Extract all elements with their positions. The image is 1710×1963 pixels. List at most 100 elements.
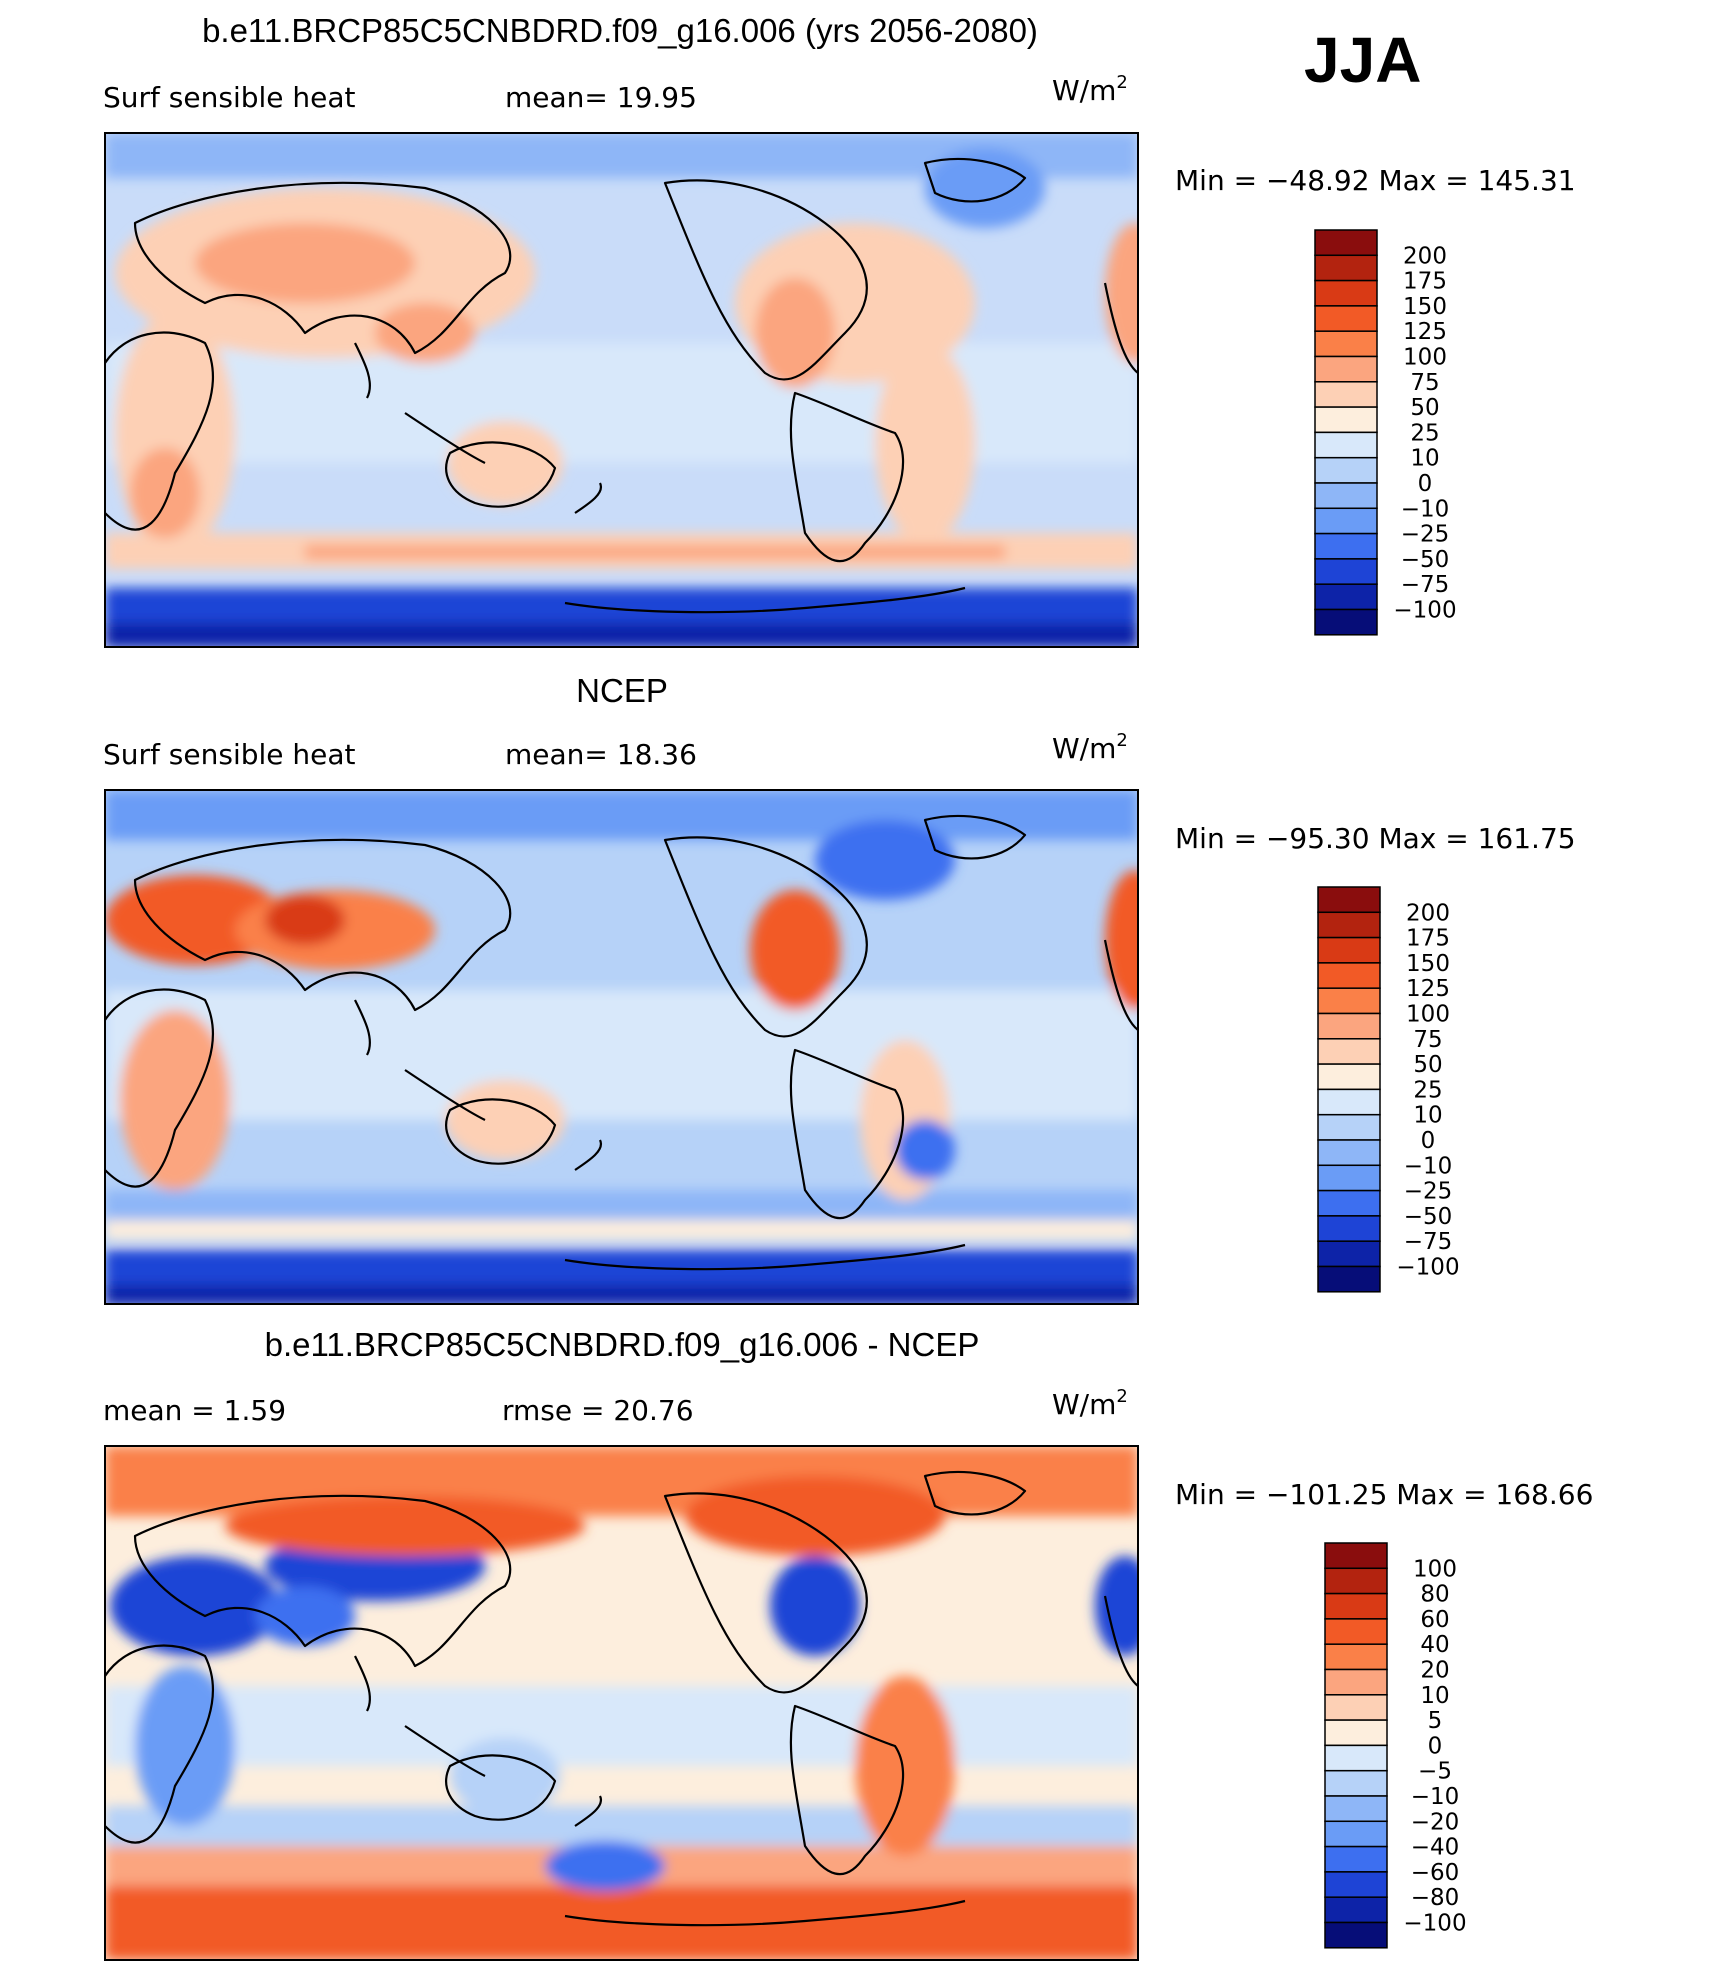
colorbar-swatch xyxy=(1314,532,1378,560)
map-plot xyxy=(104,132,1139,648)
colorbar-tick-label: 10 xyxy=(1413,1103,1442,1129)
colorbar-swatch xyxy=(1324,1769,1388,1797)
colorbar-tick-label: −60 xyxy=(1411,1860,1460,1886)
colorbar-tick-label: −100 xyxy=(1393,598,1456,624)
colorbar-tick-label: −100 xyxy=(1403,1911,1466,1937)
colorbar-tick-label: −80 xyxy=(1411,1885,1460,1911)
colorbar-swatch xyxy=(1324,1845,1388,1873)
colorbar-swatch xyxy=(1317,1240,1381,1268)
variable-label: Surf sensible heat xyxy=(103,81,356,114)
colorbar-swatch xyxy=(1317,1215,1381,1242)
panel-title: b.e11.BRCP85C5CNBDRD.f09_g16.006 (yrs 20… xyxy=(202,12,1038,49)
colorbar-tick-label: 60 xyxy=(1420,1607,1449,1633)
panel-title: NCEP xyxy=(576,672,668,709)
colorbar-swatch xyxy=(1314,279,1378,307)
colorbar-swatch xyxy=(1314,330,1378,358)
colorbar-swatch xyxy=(1324,1795,1388,1823)
units-label: W/m2 xyxy=(1052,730,1128,765)
season-label: JJA xyxy=(1304,24,1421,96)
colorbar-tick-label: 10 xyxy=(1410,446,1439,472)
colorbar-swatch xyxy=(1317,1189,1381,1217)
map-plot xyxy=(104,1445,1139,1961)
colorbar-tick-label: 5 xyxy=(1428,1708,1443,1734)
colorbar-swatch xyxy=(1324,1567,1388,1595)
colorbar-swatch xyxy=(1324,1871,1388,1898)
colorbar-tick-label: 0 xyxy=(1421,1128,1436,1154)
colorbar-swatch xyxy=(1324,1542,1388,1570)
colorbar-swatch xyxy=(1314,254,1378,282)
colorbar-tick-label: −40 xyxy=(1411,1835,1460,1861)
colorbar-swatch xyxy=(1317,1063,1381,1091)
colorbar-tick-label: 200 xyxy=(1406,900,1450,926)
variable-label: Surf sensible heat xyxy=(103,738,356,771)
colorbar-tick-label: −50 xyxy=(1404,1204,1453,1230)
colorbar-tick-label: 25 xyxy=(1410,420,1439,446)
colorbar-tick-label: 125 xyxy=(1406,976,1450,1002)
colorbar-swatch xyxy=(1314,482,1378,510)
map-plot xyxy=(104,789,1139,1305)
colorbar-swatch xyxy=(1317,936,1381,964)
colorbar-swatch xyxy=(1314,305,1378,332)
colorbar-swatch xyxy=(1324,1820,1388,1848)
colorbar-swatch xyxy=(1324,1618,1388,1645)
colorbar-swatch xyxy=(1324,1921,1388,1949)
colorbar-swatches xyxy=(1324,1542,1388,1949)
panel-difference: b.e11.BRCP85C5CNBDRD.f09_g16.006 - NCEP … xyxy=(103,1326,1593,1961)
colorbar-swatches xyxy=(1314,229,1378,636)
colorbar-tick-label: 10 xyxy=(1420,1683,1449,1709)
colorbar-tick-label: −20 xyxy=(1411,1809,1460,1835)
colorbar-tick-label: −50 xyxy=(1401,547,1450,573)
colorbar-swatch xyxy=(1317,1012,1381,1040)
colorbar-swatch xyxy=(1314,381,1378,408)
colorbar-tick-label: 75 xyxy=(1413,1027,1442,1053)
panel-model: b.e11.BRCP85C5CNBDRD.f09_g16.006 (yrs 20… xyxy=(103,12,1576,648)
colorbar-swatch xyxy=(1317,1265,1381,1293)
colorbar-tick-label: 175 xyxy=(1406,926,1450,952)
mean-label: mean= 19.95 xyxy=(505,81,697,114)
colorbar-tick-label: 200 xyxy=(1403,243,1447,269)
colorbar-swatch xyxy=(1314,355,1378,383)
colorbar-swatch xyxy=(1314,456,1378,484)
colorbar-tick-label: 150 xyxy=(1406,951,1450,977)
colorbar-tick-label: −5 xyxy=(1418,1759,1452,1785)
colorbar-tick-label: 50 xyxy=(1410,395,1439,421)
colorbar-swatch xyxy=(1317,1088,1381,1116)
colorbar-tick-label: 100 xyxy=(1403,345,1447,371)
colorbar-tick-label: −75 xyxy=(1401,572,1450,598)
rmse-label: rmse = 20.76 xyxy=(502,1394,694,1427)
colorbar-swatch xyxy=(1314,558,1378,585)
colorbar-swatch xyxy=(1324,1643,1388,1671)
minmax-label: Min = −95.30 Max = 161.75 xyxy=(1175,822,1576,855)
colorbar-swatch xyxy=(1324,1719,1388,1747)
colorbar-tick-label: 150 xyxy=(1403,294,1447,320)
colorbar-tick-label: 100 xyxy=(1413,1556,1457,1582)
colorbar-swatch xyxy=(1317,886,1381,914)
colorbar-swatch xyxy=(1314,608,1378,636)
colorbar-tick-label: −25 xyxy=(1404,1179,1453,1205)
colorbar-tick-label: −25 xyxy=(1401,522,1450,548)
colorbar-tick-label: 75 xyxy=(1410,370,1439,396)
colorbar-tick-label: 100 xyxy=(1406,1002,1450,1028)
colorbar-tick-label: 20 xyxy=(1420,1658,1449,1684)
units-label: W/m2 xyxy=(1052,1386,1128,1421)
colorbar-swatch xyxy=(1324,1744,1388,1772)
colorbar-tick-label: 0 xyxy=(1418,471,1433,497)
colorbar-tick-label: 25 xyxy=(1413,1077,1442,1103)
colorbar-swatch xyxy=(1317,1038,1381,1065)
colorbar-tick-label: 0 xyxy=(1428,1733,1443,1759)
mean-label: mean= 18.36 xyxy=(505,738,697,771)
colorbar-tick-label: −75 xyxy=(1404,1229,1453,1255)
colorbar-swatch xyxy=(1324,1694,1388,1721)
colorbar-tick-label: −10 xyxy=(1411,1784,1460,1810)
colorbar-swatch xyxy=(1314,229,1378,257)
colorbar-swatch xyxy=(1324,1668,1388,1696)
colorbar-tick-label: −10 xyxy=(1404,1153,1453,1179)
minmax-label: Min = −48.92 Max = 145.31 xyxy=(1175,164,1576,197)
